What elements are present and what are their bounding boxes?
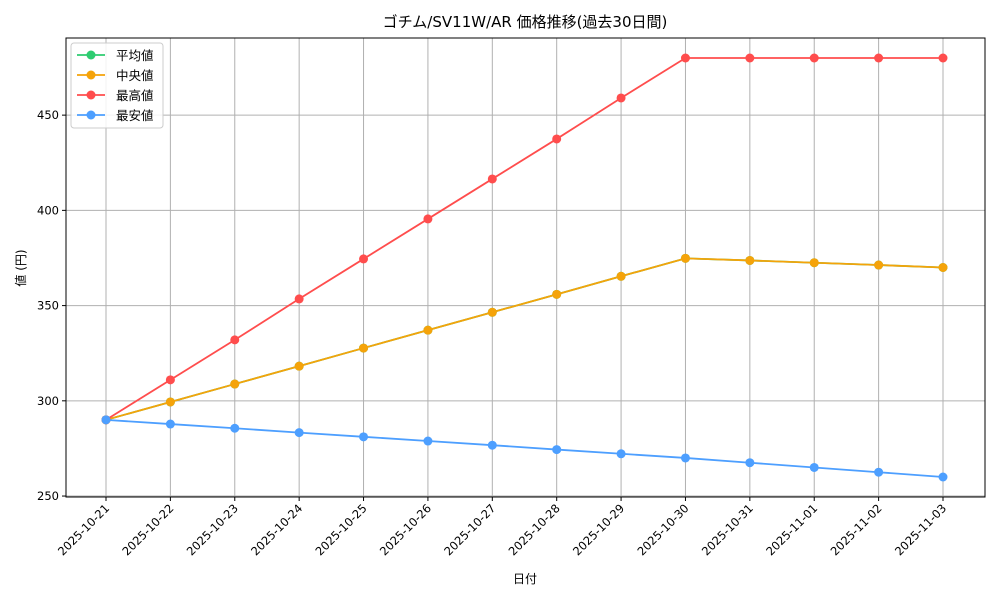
y-tick-label: 250 (37, 489, 59, 503)
x-tick-label: 2025-10-24 (248, 501, 305, 558)
x-tick-label: 2025-10-23 (184, 501, 241, 558)
y-tick-label: 400 (37, 203, 59, 217)
y-tick-label: 300 (37, 394, 59, 408)
legend-label: 中央値 (116, 68, 154, 83)
series-line-2 (105, 57, 943, 421)
data-point (616, 93, 626, 103)
data-point (809, 258, 819, 268)
data-point (165, 375, 175, 385)
series-line-3 (105, 418, 944, 478)
x-axis-label: 日付 (513, 572, 537, 586)
series-line-1 (105, 257, 944, 421)
data-point (230, 423, 240, 433)
data-point (487, 307, 497, 317)
data-point (423, 214, 433, 224)
data-point (874, 53, 884, 63)
plot-frame (65, 37, 986, 498)
data-point (745, 53, 755, 63)
x-tick-label: 2025-11-03 (892, 501, 949, 558)
data-point (359, 343, 369, 353)
data-point (809, 462, 819, 472)
x-tick-label: 2025-10-28 (506, 501, 563, 558)
x-tick-label: 2025-10-26 (377, 501, 434, 558)
x-tick-label: 2025-10-21 (55, 501, 112, 558)
data-point (552, 289, 562, 299)
x-tick-label: 2025-10-22 (119, 501, 176, 558)
data-point (294, 294, 304, 304)
data-point (616, 271, 626, 281)
legend-label: 最高値 (116, 88, 154, 103)
y-axis-label: 値 (円) (13, 249, 28, 286)
data-point (809, 53, 819, 63)
legend-box (70, 42, 164, 129)
data-point (230, 379, 240, 389)
data-point (552, 445, 562, 455)
data-point (680, 253, 690, 263)
data-point (487, 440, 497, 450)
data-point (487, 174, 497, 184)
data-point (938, 472, 948, 482)
legend-label: 平均値 (116, 48, 154, 63)
data-point (552, 134, 562, 144)
data-point (680, 453, 690, 463)
data-point (165, 419, 175, 429)
data-point (101, 415, 111, 425)
data-point (423, 436, 433, 446)
data-point (294, 428, 304, 438)
legend-label: 最安値 (116, 108, 154, 123)
x-tick-label: 2025-11-02 (828, 501, 885, 558)
chart-title: ゴチム/SV11W/AR 価格推移(過去30日間) (383, 13, 668, 31)
legend-marker (86, 50, 96, 60)
x-tick-label: 2025-10-25 (312, 501, 369, 558)
data-point (230, 335, 240, 345)
data-point (294, 361, 304, 371)
legend-marker (86, 70, 96, 80)
y-tick-label: 450 (37, 108, 59, 122)
data-point (423, 325, 433, 335)
legend-marker (86, 110, 96, 120)
data-point (874, 260, 884, 270)
data-point (745, 458, 755, 468)
data-point (165, 397, 175, 407)
y-tick-label: 350 (37, 299, 59, 313)
x-tick-label: 2025-10-30 (634, 501, 691, 558)
x-tick-label: 2025-10-27 (441, 501, 498, 558)
data-point (745, 255, 755, 265)
x-tick-label: 2025-10-31 (699, 501, 756, 558)
series-layer (101, 53, 948, 482)
legend-marker (86, 90, 96, 100)
data-point (359, 254, 369, 264)
grid (66, 38, 985, 497)
data-point (938, 263, 948, 272)
x-tick-label: 2025-11-01 (763, 501, 820, 558)
data-point (359, 432, 369, 442)
data-point (938, 53, 948, 63)
data-point (616, 449, 626, 459)
data-point (680, 53, 690, 63)
data-point (874, 467, 884, 477)
x-tick-label: 2025-10-29 (570, 501, 627, 558)
